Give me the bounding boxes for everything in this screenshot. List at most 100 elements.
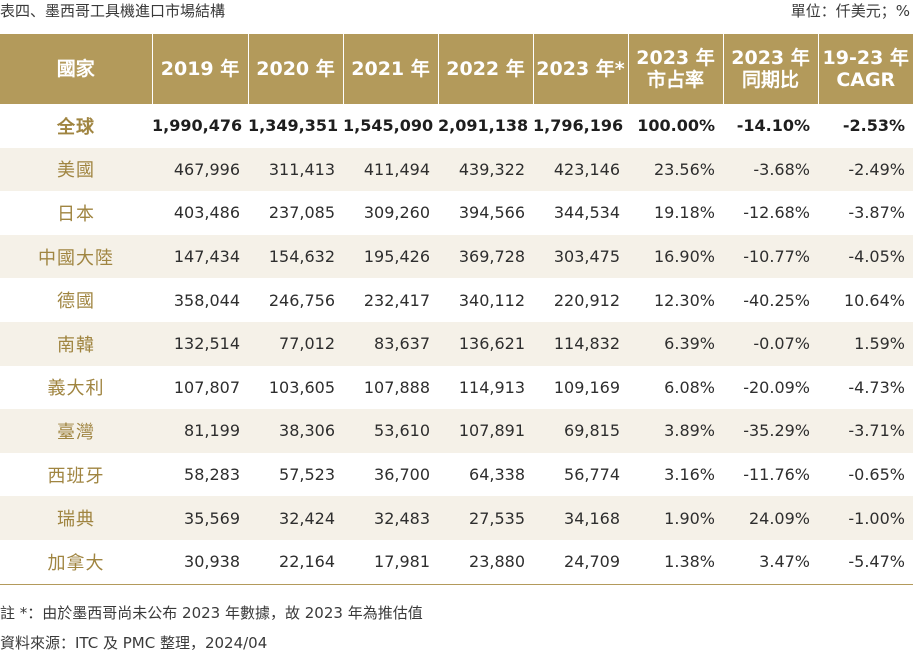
column-header-line: CAGR xyxy=(819,69,913,91)
value-cell: 32,483 xyxy=(343,496,438,540)
value-cell: 64,338 xyxy=(438,453,533,497)
value-cell: 394,566 xyxy=(438,191,533,235)
value-cell: 1.90% xyxy=(628,496,723,540)
value-cell: 32,424 xyxy=(248,496,343,540)
value-cell: 81,199 xyxy=(152,409,248,453)
value-cell: -4.73% xyxy=(818,366,913,410)
value-cell: 220,912 xyxy=(533,278,628,322)
value-cell: 1,349,351 xyxy=(248,104,343,148)
column-header-line: 市占率 xyxy=(629,69,723,91)
value-cell: 16.90% xyxy=(628,235,723,279)
value-cell: 107,807 xyxy=(152,366,248,410)
column-header-line: 19-23 年 xyxy=(819,47,913,69)
country-cell: 德國 xyxy=(0,278,152,322)
value-cell: 109,169 xyxy=(533,366,628,410)
value-cell: 1,545,090 xyxy=(343,104,438,148)
country-cell: 臺灣 xyxy=(0,409,152,453)
country-cell: 日本 xyxy=(0,191,152,235)
country-cell: 全球 xyxy=(0,104,152,148)
value-cell: 10.64% xyxy=(818,278,913,322)
value-cell: 58,283 xyxy=(152,453,248,497)
value-cell: 107,888 xyxy=(343,366,438,410)
value-cell: 439,322 xyxy=(438,148,533,192)
source-note: 資料來源：ITC 及 PMC 整理，2024/04 xyxy=(0,628,913,658)
value-cell: 19.18% xyxy=(628,191,723,235)
value-cell: -4.05% xyxy=(818,235,913,279)
country-cell: 中國大陸 xyxy=(0,235,152,279)
column-header-line: 2022 年 xyxy=(439,58,533,80)
value-cell: -2.53% xyxy=(818,104,913,148)
value-cell: -3.68% xyxy=(723,148,818,192)
value-cell: 83,637 xyxy=(343,322,438,366)
column-header: 2022 年 xyxy=(438,34,533,104)
country-cell: 美國 xyxy=(0,148,152,192)
column-header-line: 2023 年 xyxy=(629,47,723,69)
value-cell: 30,938 xyxy=(152,540,248,584)
value-cell: 303,475 xyxy=(533,235,628,279)
country-cell: 瑞典 xyxy=(0,496,152,540)
value-cell: 103,605 xyxy=(248,366,343,410)
value-cell: 57,523 xyxy=(248,453,343,497)
value-cell: 6.39% xyxy=(628,322,723,366)
value-cell: -35.29% xyxy=(723,409,818,453)
value-cell: -20.09% xyxy=(723,366,818,410)
value-cell: 12.30% xyxy=(628,278,723,322)
column-header-line: 2020 年 xyxy=(249,58,343,80)
value-cell: 114,832 xyxy=(533,322,628,366)
value-cell: -3.71% xyxy=(818,409,913,453)
column-header: 2021 年 xyxy=(343,34,438,104)
value-cell: 467,996 xyxy=(152,148,248,192)
column-header-line: 2023 年* xyxy=(534,58,628,80)
value-cell: 23.56% xyxy=(628,148,723,192)
value-cell: 34,168 xyxy=(533,496,628,540)
value-cell: 309,260 xyxy=(343,191,438,235)
value-cell: 53,610 xyxy=(343,409,438,453)
value-cell: 369,728 xyxy=(438,235,533,279)
column-header: 2019 年 xyxy=(152,34,248,104)
value-cell: 6.08% xyxy=(628,366,723,410)
value-cell: -5.47% xyxy=(818,540,913,584)
value-cell: 17,981 xyxy=(343,540,438,584)
column-header-line: 2019 年 xyxy=(153,58,248,80)
value-cell: 411,494 xyxy=(343,148,438,192)
value-cell: -10.77% xyxy=(723,235,818,279)
column-header: 國家 xyxy=(0,34,152,104)
value-cell: 195,426 xyxy=(343,235,438,279)
value-cell: 1,990,476 xyxy=(152,104,248,148)
value-cell: 69,815 xyxy=(533,409,628,453)
value-cell: 154,632 xyxy=(248,235,343,279)
value-cell: 423,146 xyxy=(533,148,628,192)
value-cell: 38,306 xyxy=(248,409,343,453)
value-cell: 107,891 xyxy=(438,409,533,453)
value-cell: 311,413 xyxy=(248,148,343,192)
value-cell: -0.07% xyxy=(723,322,818,366)
value-cell: -0.65% xyxy=(818,453,913,497)
unit-label: 單位：仟美元；% xyxy=(791,1,910,21)
value-cell: 100.00% xyxy=(628,104,723,148)
value-cell: -3.87% xyxy=(818,191,913,235)
value-cell: -11.76% xyxy=(723,453,818,497)
value-cell: 358,044 xyxy=(152,278,248,322)
column-header: 2023 年市占率 xyxy=(628,34,723,104)
column-header-line: 2021 年 xyxy=(344,58,438,80)
value-cell: 23,880 xyxy=(438,540,533,584)
country-cell: 西班牙 xyxy=(0,453,152,497)
estimate-note: 註 *：由於墨西哥尚未公布 2023 年數據，故 2023 年為推估值 xyxy=(0,598,913,628)
value-cell: -40.25% xyxy=(723,278,818,322)
table-caption: 表四、墨西哥工具機進口市場結構 xyxy=(0,1,225,21)
column-header: 2020 年 xyxy=(248,34,343,104)
column-header: 2023 年* xyxy=(533,34,628,104)
value-cell: -14.10% xyxy=(723,104,818,148)
